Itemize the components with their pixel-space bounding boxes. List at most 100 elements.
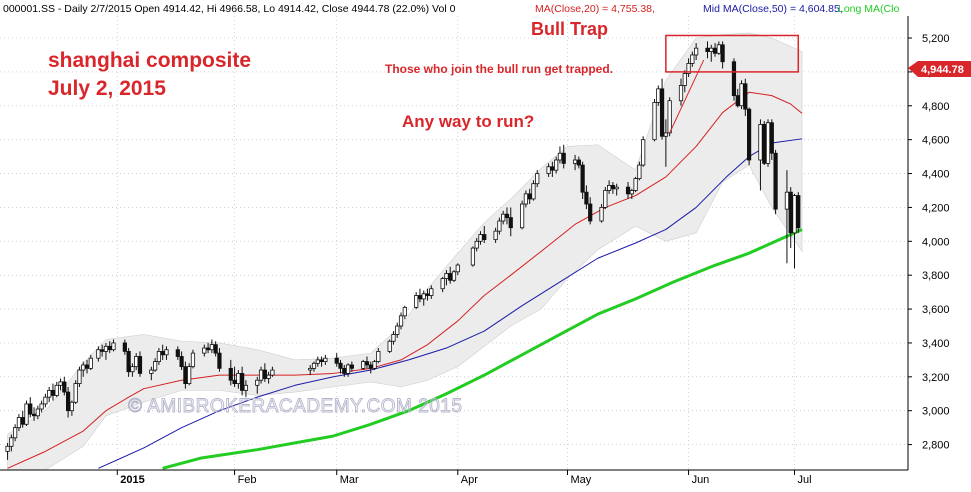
candle-body <box>77 369 82 385</box>
candle-body <box>667 100 672 134</box>
candle-body <box>440 278 445 290</box>
candle-body <box>43 396 48 405</box>
candle-body <box>588 203 593 222</box>
candle-body <box>678 85 684 102</box>
candle-body <box>175 349 180 357</box>
candle-body <box>243 384 249 391</box>
candle-body <box>425 293 430 296</box>
candle-body <box>451 271 457 281</box>
candle-body <box>255 379 260 386</box>
candle-body <box>735 95 740 107</box>
candle-body <box>504 213 510 218</box>
candle-body <box>557 152 563 161</box>
candle-body <box>762 124 767 164</box>
candle-body <box>663 132 668 137</box>
candle-body <box>720 44 725 63</box>
candle-body <box>561 152 566 164</box>
price-tag: 4,944.78 <box>908 61 971 77</box>
candle-body <box>633 178 638 191</box>
candle-body <box>603 190 608 208</box>
candle-body <box>773 152 778 210</box>
ma50-line <box>98 138 803 469</box>
candle-body <box>747 108 752 161</box>
candle-body <box>576 159 581 166</box>
candle-body <box>527 193 532 200</box>
candle-body <box>614 186 619 190</box>
candle-body <box>607 185 612 191</box>
ma20-line <box>7 91 803 469</box>
band-area <box>7 32 803 471</box>
price-tag-label: 4,944.78 <box>921 64 964 76</box>
candle-body <box>24 403 29 425</box>
y-tick-label: 5,200 <box>922 33 950 45</box>
candle-body <box>361 361 366 369</box>
candle-body <box>682 73 687 86</box>
candle-body <box>421 293 426 300</box>
candle-body <box>205 347 211 351</box>
candle-body <box>66 391 71 412</box>
candle-body <box>5 445 10 452</box>
annotation-trapped-note: Those who join the bull run get trapped. <box>385 62 613 76</box>
header-ma200-label: Long MA(Clo <box>838 3 899 15</box>
candle-body <box>107 345 112 351</box>
candle-body <box>690 54 695 64</box>
candle-body <box>417 295 423 300</box>
candle-body <box>164 349 169 356</box>
candle-body <box>270 369 275 376</box>
candle-body <box>319 359 324 362</box>
candle-body <box>580 164 585 193</box>
candle-body <box>308 367 313 371</box>
candle-body <box>217 352 222 369</box>
header-ma50-label: Mid MA(Close,50) = 4,604.85, <box>703 3 843 15</box>
candle-body <box>202 347 207 354</box>
candle-body <box>149 369 154 374</box>
candle-body <box>739 83 744 107</box>
candle-body <box>508 217 513 229</box>
candle-body <box>444 273 449 279</box>
candle-body <box>546 166 551 174</box>
candle-body <box>153 361 158 371</box>
candle-body <box>232 379 237 385</box>
candle-body <box>88 357 93 369</box>
y-tick-label: 2,800 <box>922 440 950 452</box>
candle-body <box>315 359 320 364</box>
candle-body <box>100 349 105 352</box>
candle-body <box>73 383 78 403</box>
candle-body <box>345 364 351 374</box>
candle-body <box>599 207 604 222</box>
moving-averages <box>7 91 803 470</box>
candle-body <box>470 247 476 266</box>
candle-body <box>709 47 714 52</box>
y-tick-label: 4,800 <box>922 101 950 113</box>
candle-body <box>47 389 52 398</box>
candle-body <box>372 361 377 369</box>
candle-body <box>338 362 343 369</box>
candle-body <box>550 166 555 171</box>
candle-body <box>497 220 502 232</box>
candle-body <box>81 364 86 371</box>
x-tick-label: Mar <box>340 474 359 486</box>
candle-body <box>784 191 790 210</box>
candle-body <box>62 381 67 393</box>
annotation-title-line2: July 2, 2015 <box>48 77 166 100</box>
candle-body <box>716 44 721 54</box>
candle-body <box>342 367 347 374</box>
candle-body <box>103 345 109 352</box>
candle-body <box>523 193 528 205</box>
candle-body <box>637 164 642 180</box>
candle-body <box>9 437 14 447</box>
candle-body <box>455 264 460 273</box>
candle-body <box>190 352 196 368</box>
candle-body <box>474 240 479 249</box>
candle-body <box>686 63 691 74</box>
candle-body <box>236 373 241 385</box>
x-tick-label: Jul <box>798 474 812 486</box>
candle-body <box>395 325 400 335</box>
candle-body <box>35 408 40 417</box>
y-tick-label: 4,400 <box>922 169 950 181</box>
candle-body <box>368 364 373 369</box>
candle-body <box>134 356 139 368</box>
header-ma20-label: MA(Close,20) = 4,755.38, <box>535 3 655 15</box>
candle-body <box>429 288 434 296</box>
